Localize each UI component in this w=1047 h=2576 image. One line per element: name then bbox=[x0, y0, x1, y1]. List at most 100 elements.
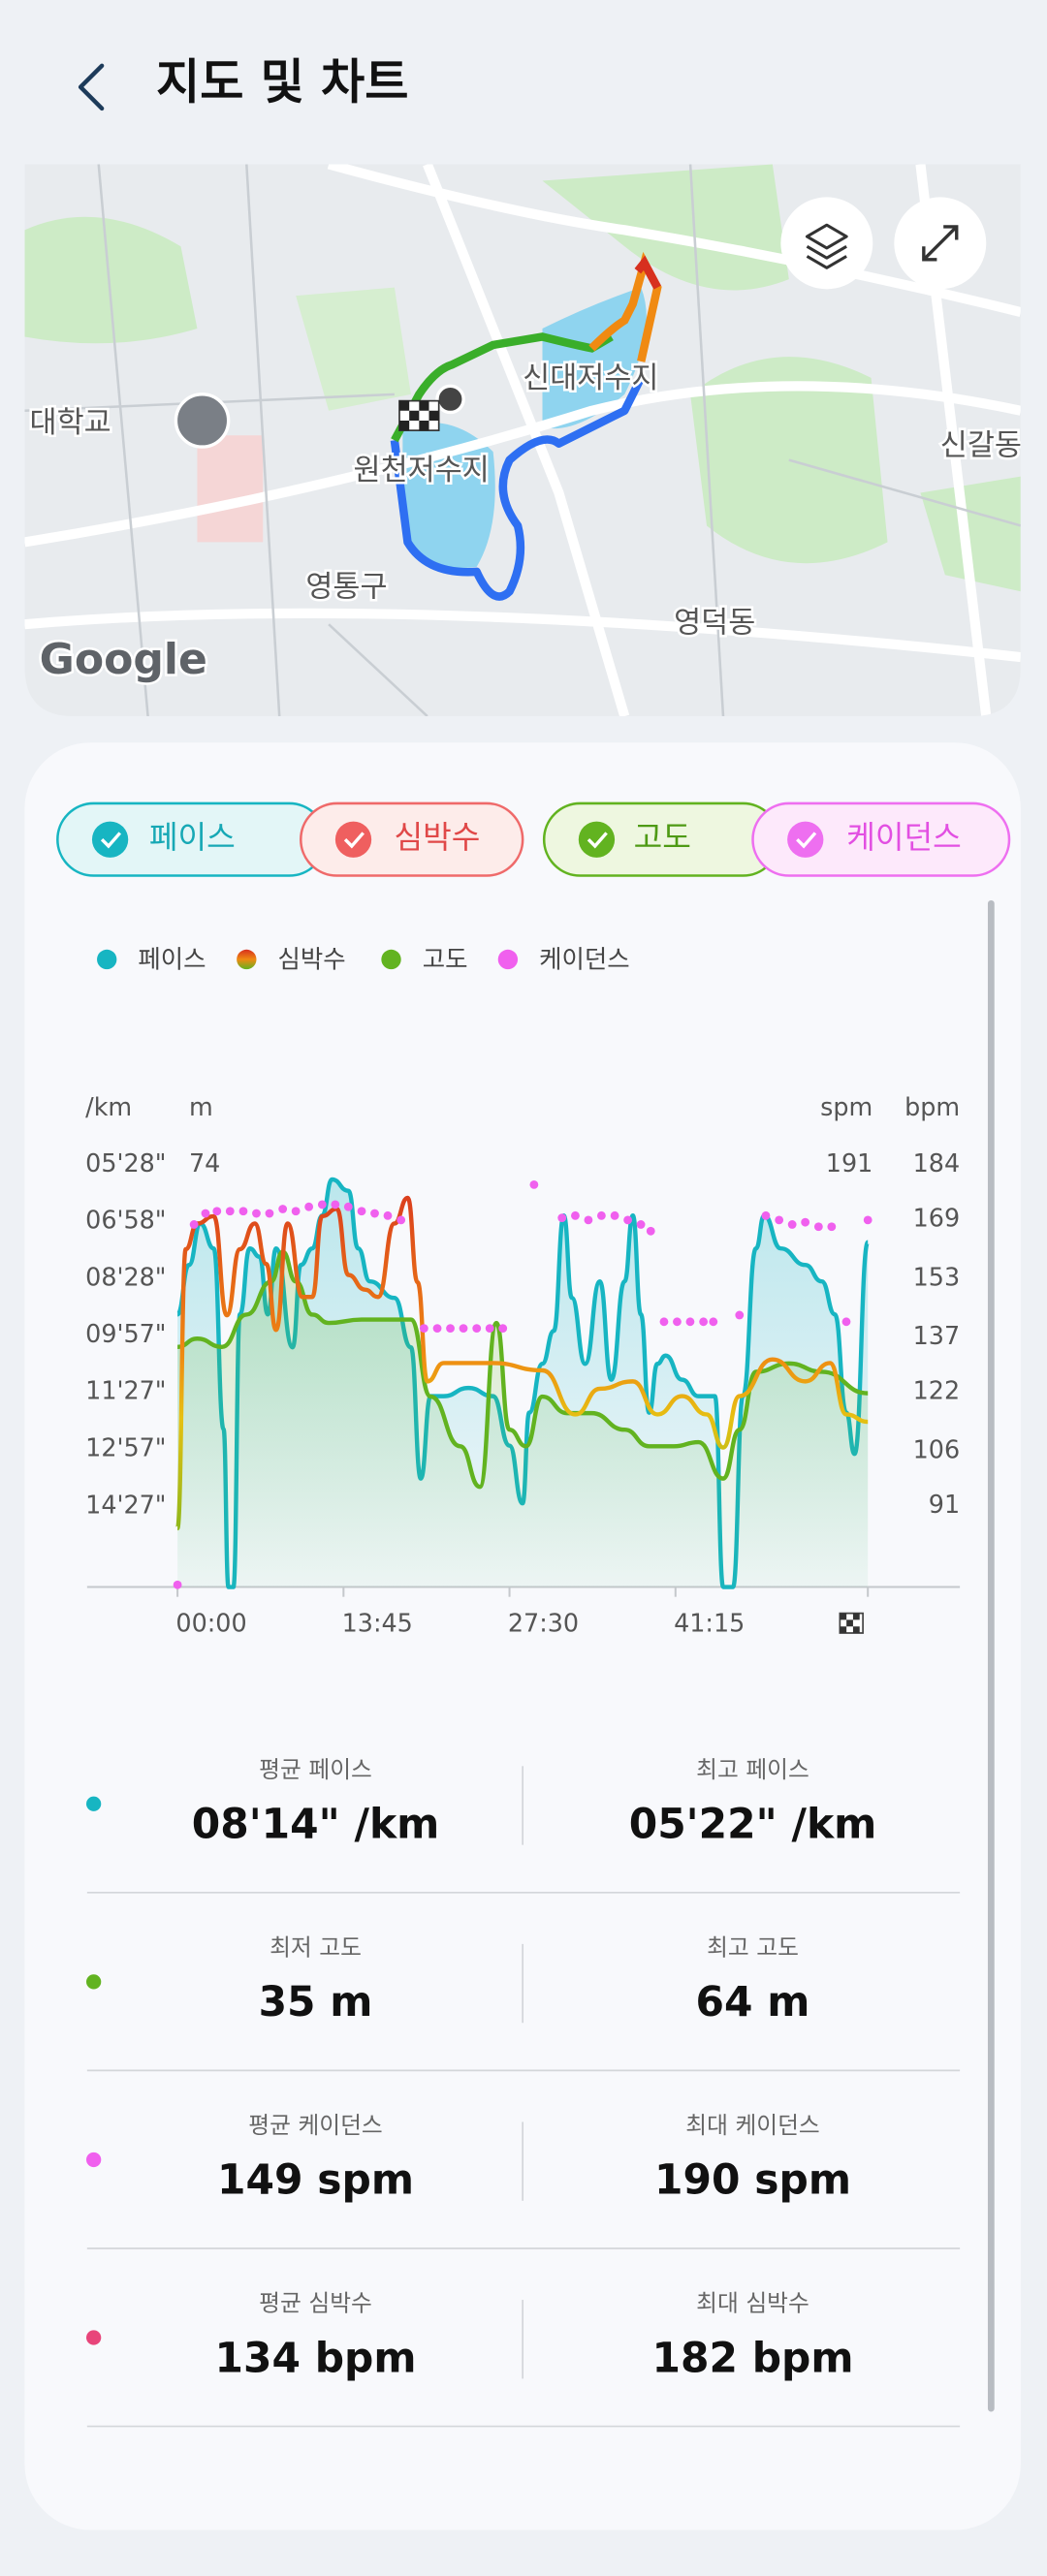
series-point bbox=[343, 1202, 353, 1211]
map-label: 대학교 bbox=[30, 406, 111, 440]
series-point bbox=[472, 1324, 482, 1334]
x-tick-label: 27:30 bbox=[508, 1609, 579, 1638]
stat-value: 08'14" /km bbox=[192, 1801, 440, 1848]
series-point bbox=[265, 1209, 274, 1218]
axis-unit-label: bpm bbox=[904, 1092, 960, 1121]
series-point bbox=[432, 1324, 442, 1334]
map-label: 신갈동 bbox=[940, 429, 1022, 463]
map-area bbox=[197, 435, 264, 543]
series-point bbox=[735, 1310, 745, 1320]
axis-unit-label: spm bbox=[820, 1092, 872, 1121]
legend-label: 심박수 bbox=[278, 945, 346, 974]
series-point bbox=[446, 1324, 455, 1334]
stat-value: 134 bpm bbox=[215, 2334, 417, 2381]
series-point bbox=[584, 1215, 593, 1225]
stat-label: 최저 고도 bbox=[270, 1933, 362, 1961]
map-park bbox=[24, 216, 198, 344]
chip-label: 고도 bbox=[634, 819, 691, 856]
chip[interactable]: 고도 bbox=[542, 801, 780, 877]
series-point bbox=[498, 1324, 508, 1334]
chip[interactable]: 케이던스 bbox=[751, 801, 1011, 877]
route bbox=[634, 255, 661, 290]
series-point bbox=[397, 1215, 406, 1225]
y-tick-label: 08'28" bbox=[85, 1263, 166, 1292]
legend-label: 케이던스 bbox=[539, 945, 630, 974]
map-park bbox=[296, 287, 411, 411]
series-point bbox=[827, 1222, 837, 1232]
stat-label: 최고 고도 bbox=[707, 1933, 799, 1961]
scrollbar bbox=[987, 899, 995, 2412]
stat-value: 35 m bbox=[259, 1978, 373, 2026]
layers-icon bbox=[805, 223, 848, 269]
y-tick-label: 106 bbox=[913, 1434, 961, 1463]
header-bg bbox=[0, 0, 1047, 165]
series-point bbox=[841, 1317, 851, 1327]
axis-unit-label: /km bbox=[85, 1092, 132, 1121]
stat-dot bbox=[86, 1796, 102, 1811]
back-button[interactable] bbox=[78, 63, 105, 111]
stat-value: 182 bpm bbox=[651, 2334, 853, 2381]
series-point bbox=[370, 1209, 379, 1218]
chip-label: 페이스 bbox=[149, 819, 236, 856]
route bbox=[390, 375, 646, 601]
series-point bbox=[623, 1215, 633, 1225]
series-point bbox=[557, 1213, 567, 1223]
series-point bbox=[225, 1207, 235, 1216]
legend-label: 페이스 bbox=[138, 945, 206, 974]
x-tick-label: 00:00 bbox=[175, 1609, 246, 1638]
series-point bbox=[173, 1580, 182, 1589]
stat-value: 149 spm bbox=[217, 2156, 414, 2204]
chip-label: 케이던스 bbox=[846, 819, 962, 856]
layers-button[interactable] bbox=[780, 197, 873, 290]
legend-swatch bbox=[381, 949, 401, 970]
y-tick-label: 191 bbox=[826, 1148, 873, 1178]
series-point bbox=[317, 1200, 327, 1209]
route bbox=[588, 251, 662, 362]
series-point bbox=[571, 1210, 580, 1220]
stat-dot bbox=[86, 2152, 102, 2168]
chip[interactable]: 페이스 bbox=[56, 801, 327, 877]
series-point bbox=[252, 1209, 261, 1218]
y-tick-label: 11'27" bbox=[85, 1376, 166, 1405]
series-point bbox=[761, 1210, 771, 1220]
series-point bbox=[212, 1207, 222, 1216]
x-tick-label: 41:15 bbox=[674, 1609, 745, 1638]
stat-label: 최대 심박수 bbox=[696, 2290, 809, 2317]
series-point bbox=[189, 1220, 199, 1229]
stat-value: 64 m bbox=[696, 1978, 810, 2026]
series-point bbox=[238, 1207, 248, 1216]
route bbox=[391, 332, 614, 443]
y-tick-label: 12'57" bbox=[85, 1433, 166, 1462]
finish-flag-pattern bbox=[398, 400, 439, 431]
series-line bbox=[174, 1195, 869, 1531]
y-tick-label: 14'27" bbox=[85, 1490, 166, 1519]
legend-label: 고도 bbox=[423, 945, 468, 974]
chip[interactable]: 심박수 bbox=[299, 801, 524, 877]
series-point bbox=[863, 1215, 872, 1225]
series-point bbox=[383, 1210, 393, 1220]
stat-dot bbox=[86, 2330, 102, 2345]
map-label: 원천저수지 bbox=[354, 454, 490, 487]
y-tick-label: 91 bbox=[929, 1490, 960, 1519]
x-tick-label: 13:45 bbox=[342, 1609, 413, 1638]
series-point bbox=[201, 1209, 210, 1218]
map-park bbox=[542, 164, 789, 291]
stat-value: 190 spm bbox=[654, 2156, 851, 2204]
finish-icon-pattern bbox=[840, 1613, 860, 1633]
series-point bbox=[357, 1207, 366, 1216]
series-point bbox=[485, 1324, 494, 1334]
chart-card bbox=[24, 742, 1021, 2530]
series-point bbox=[610, 1210, 619, 1220]
series-point bbox=[775, 1215, 784, 1225]
series-point bbox=[419, 1324, 428, 1334]
map-label: 영덕동 bbox=[674, 607, 755, 641]
series-point bbox=[596, 1210, 606, 1220]
poi-icon bbox=[174, 393, 231, 449]
y-tick-label: 06'58" bbox=[85, 1206, 166, 1235]
series-point bbox=[291, 1207, 301, 1216]
stat-label: 평균 심박수 bbox=[259, 2290, 372, 2317]
legend-swatch bbox=[237, 949, 257, 970]
expand-icon bbox=[922, 225, 959, 262]
